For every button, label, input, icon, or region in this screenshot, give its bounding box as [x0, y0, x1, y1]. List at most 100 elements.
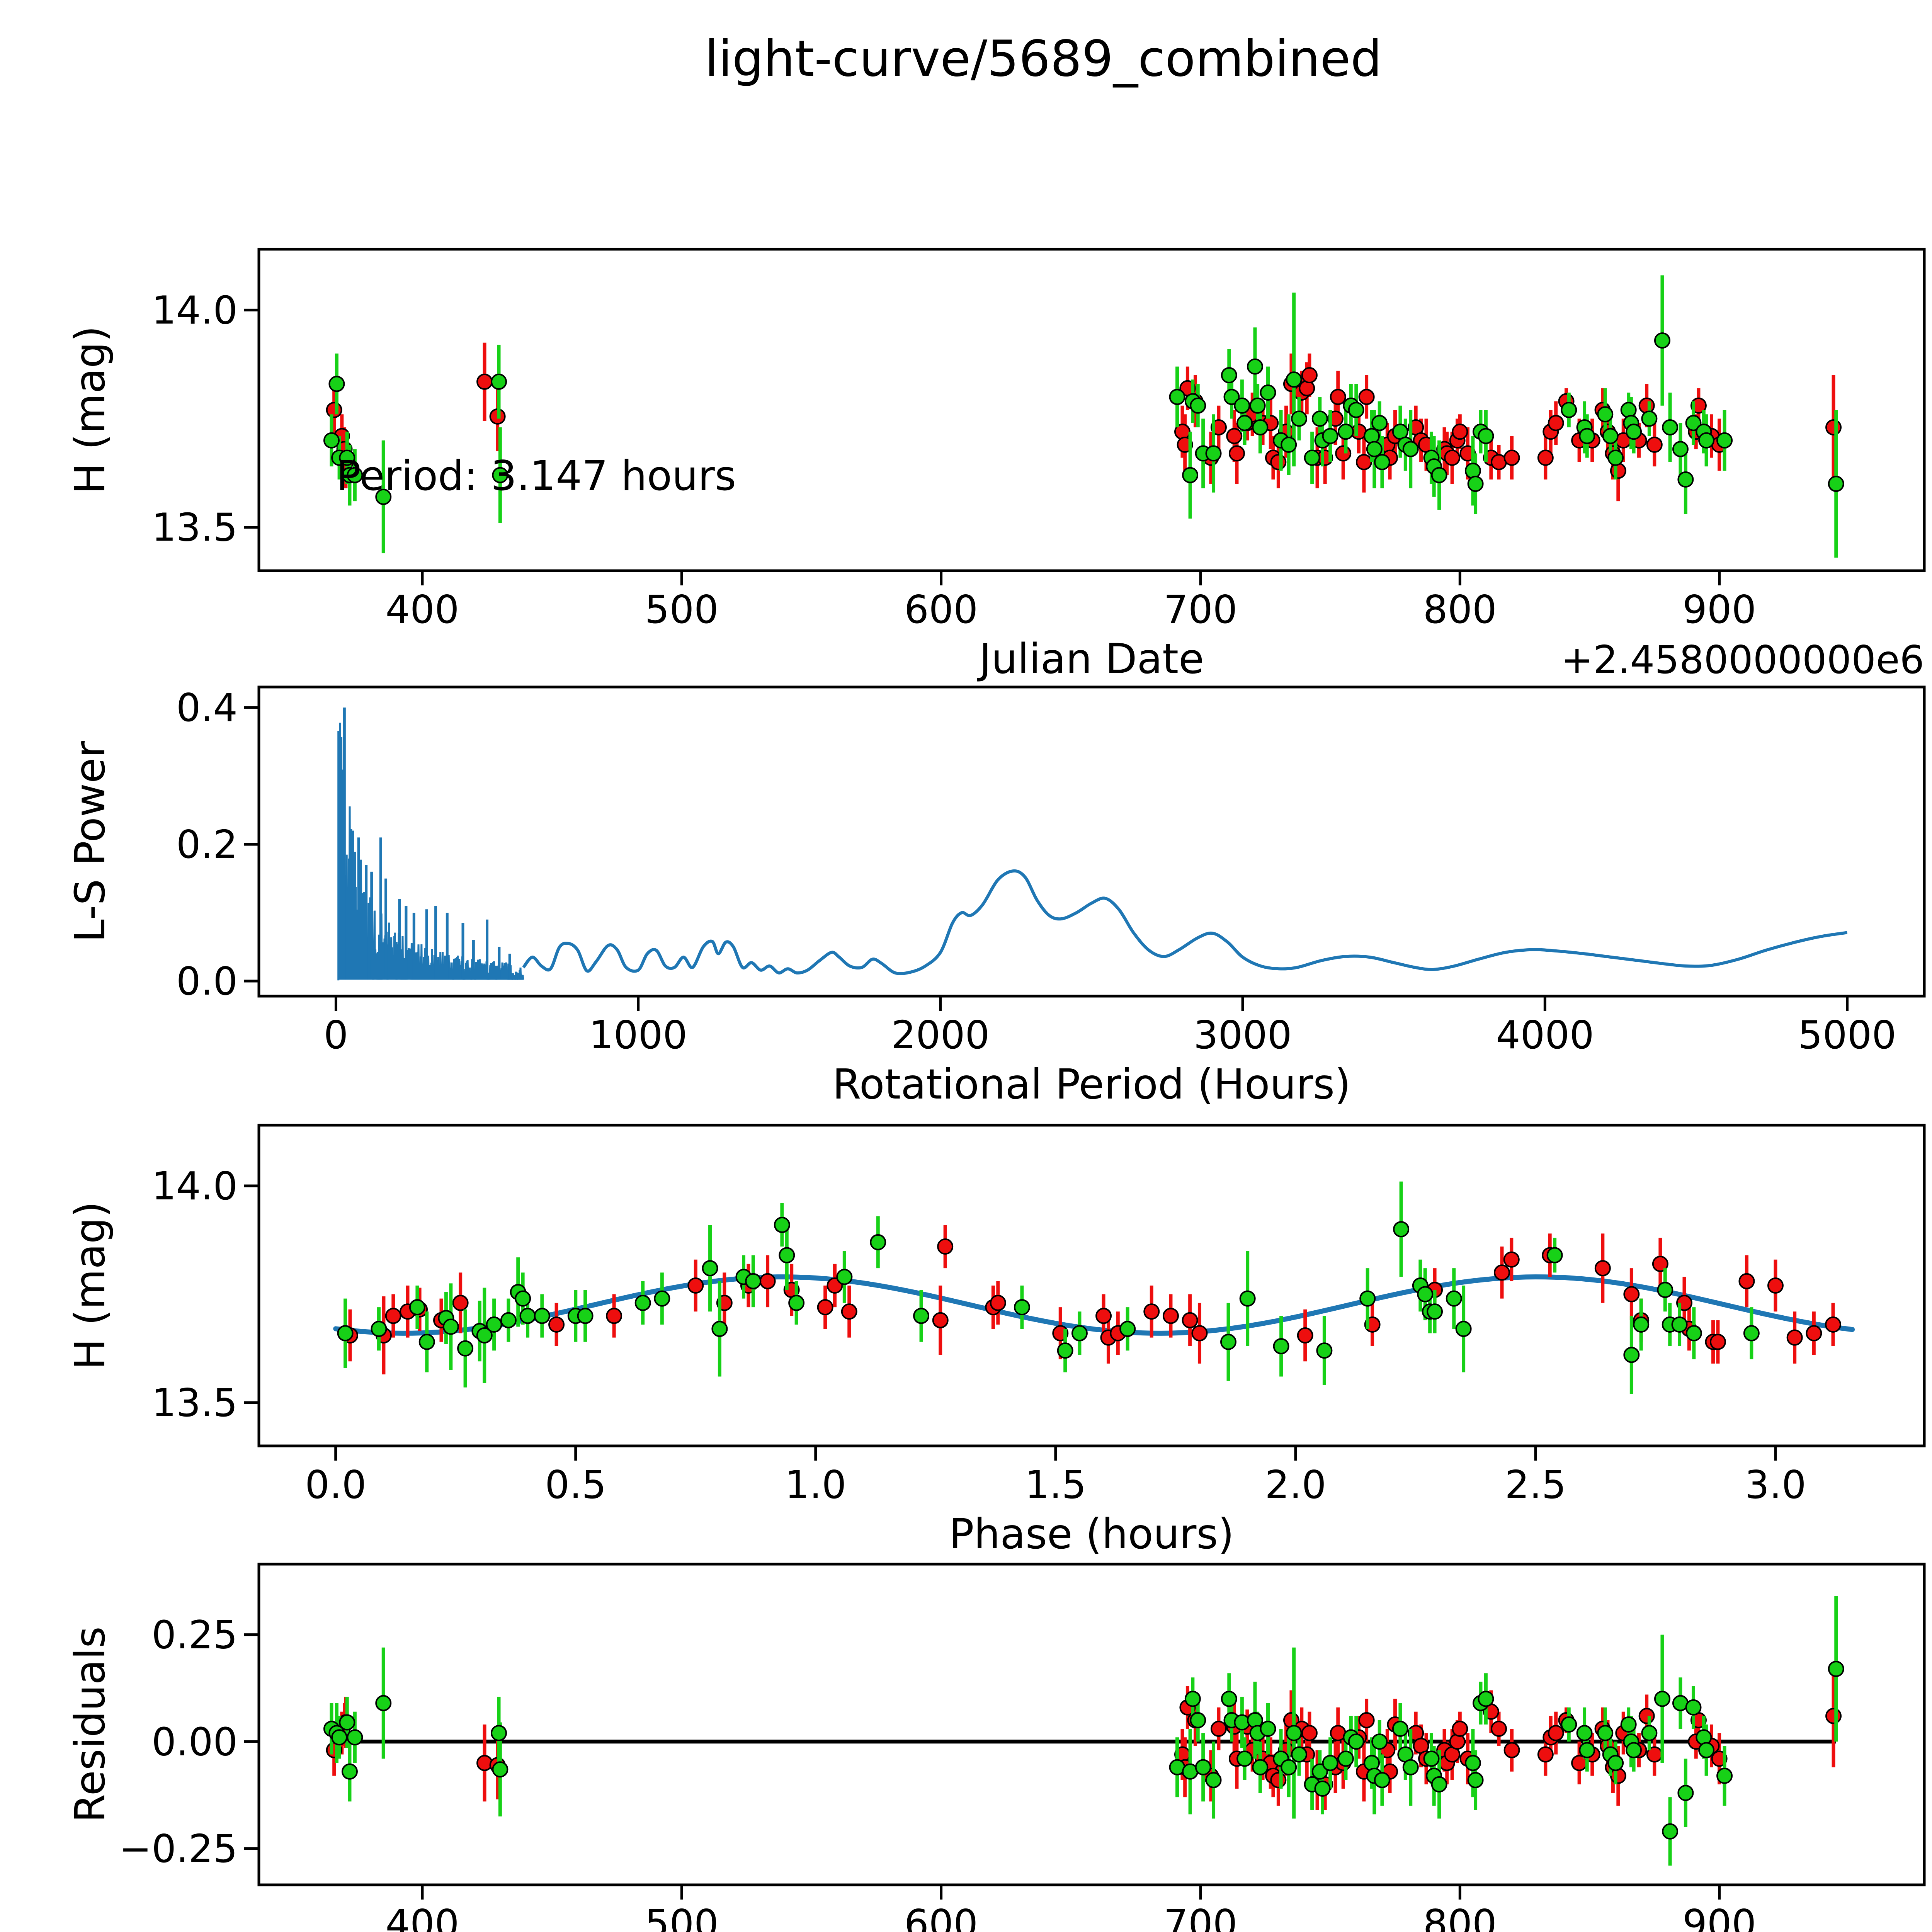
phase-xlabel: Phase (hours) — [949, 1510, 1234, 1558]
data-point — [702, 1260, 718, 1277]
data-point — [1322, 428, 1338, 444]
data-point — [1223, 389, 1240, 405]
fit-curve — [333, 1274, 1855, 1336]
panel-phase: 0.0 0.5 1.0 1.5 2.0 2.5 3.0 14.0 13.5 Phase (hour… — [66, 1124, 1926, 1558]
data-point — [1291, 410, 1308, 427]
data-point — [1685, 1699, 1702, 1716]
data-point — [1597, 1725, 1614, 1742]
data-point — [1716, 1767, 1733, 1784]
data-point — [1071, 1325, 1088, 1342]
data-point — [1607, 449, 1624, 466]
data-point — [1314, 1781, 1331, 1797]
data-point — [375, 488, 392, 505]
data-point — [1162, 1308, 1179, 1324]
data-point — [1301, 1725, 1318, 1742]
data-point — [779, 1247, 795, 1264]
data-point — [457, 1340, 474, 1357]
data-point — [1247, 358, 1263, 375]
data-point — [1281, 1759, 1297, 1776]
data-point — [1014, 1299, 1030, 1316]
y-tick-label: 14.0 — [151, 287, 238, 333]
data-point — [606, 1308, 622, 1324]
y-tick-label: 0.25 — [151, 1612, 238, 1658]
data-point — [1281, 436, 1297, 453]
data-point — [1825, 1708, 1842, 1724]
x-tick-label: 0.5 — [545, 1462, 606, 1507]
data-point — [1393, 1221, 1410, 1238]
data-point — [1374, 1772, 1390, 1788]
data-point — [1825, 419, 1842, 435]
y-tick-label: 0.0 — [176, 959, 238, 1004]
y-tick-label: 0.00 — [151, 1719, 238, 1764]
data-point — [1671, 1316, 1688, 1333]
data-point — [1546, 1247, 1563, 1264]
x-tick-label: 0 — [324, 1012, 349, 1058]
data-point — [577, 1308, 594, 1324]
data-point — [1677, 471, 1694, 488]
data-point — [1322, 1755, 1338, 1771]
data-point — [1239, 1290, 1256, 1307]
data-point — [486, 1316, 502, 1333]
data-point — [1195, 1759, 1211, 1776]
data-point — [1638, 397, 1655, 414]
data-point — [1191, 1325, 1208, 1342]
data-point — [385, 1308, 401, 1324]
data-point — [337, 1325, 354, 1342]
data-point — [687, 1277, 704, 1294]
data-point — [409, 1299, 425, 1316]
data-point — [1579, 428, 1595, 444]
y-tick-label: 13.5 — [151, 505, 238, 550]
data-point — [1221, 367, 1237, 384]
data-point — [1806, 1325, 1822, 1342]
data-point — [1348, 402, 1364, 418]
data-point — [1299, 380, 1315, 396]
data-point — [1620, 1716, 1637, 1733]
y-tick-label: 0.2 — [176, 822, 238, 867]
data-point — [1709, 1333, 1726, 1350]
data-point — [548, 1316, 565, 1333]
x-tick-label: 500 — [645, 1901, 719, 1932]
data-point — [1641, 1725, 1658, 1742]
data-point — [1503, 1251, 1520, 1268]
data-point — [371, 1321, 387, 1337]
data-point — [1297, 1327, 1313, 1344]
x-tick-label: 900 — [1682, 1901, 1756, 1932]
data-point — [1417, 1286, 1434, 1303]
data-point — [1371, 1733, 1388, 1750]
data-point — [1594, 1260, 1611, 1277]
data-point — [1610, 463, 1626, 479]
data-point — [1311, 410, 1328, 427]
data-point — [1444, 449, 1461, 466]
data-point — [1825, 1316, 1842, 1333]
data-point — [1452, 423, 1468, 440]
data-point — [1626, 423, 1642, 440]
data-point — [1169, 389, 1185, 405]
data-point — [347, 1729, 363, 1746]
data-point — [1828, 476, 1844, 492]
red-series — [326, 1665, 1842, 1810]
data-point — [1220, 1333, 1236, 1350]
data-point — [1374, 454, 1390, 470]
data-point — [1698, 1742, 1715, 1759]
data-point — [1286, 371, 1302, 388]
data-point — [1291, 1746, 1308, 1763]
data-point — [1537, 449, 1554, 466]
data-point — [1561, 402, 1577, 418]
data-point — [1190, 397, 1206, 414]
data-point — [1503, 1742, 1520, 1759]
data-point — [1623, 1347, 1640, 1363]
data-point — [745, 1273, 762, 1289]
data-point — [492, 467, 509, 483]
x-tick-label: 800 — [1423, 1901, 1497, 1932]
data-point — [1252, 419, 1269, 435]
data-point — [1607, 1755, 1624, 1771]
periodogram-xlabel: Rotational Period (Hours) — [832, 1061, 1350, 1109]
data-point — [1205, 445, 1222, 462]
data-point — [1626, 1742, 1642, 1759]
data-point — [1234, 1714, 1250, 1731]
data-point — [1260, 1721, 1276, 1737]
data-point — [1576, 1725, 1593, 1742]
data-point — [788, 1294, 805, 1311]
data-point — [1119, 1321, 1136, 1337]
